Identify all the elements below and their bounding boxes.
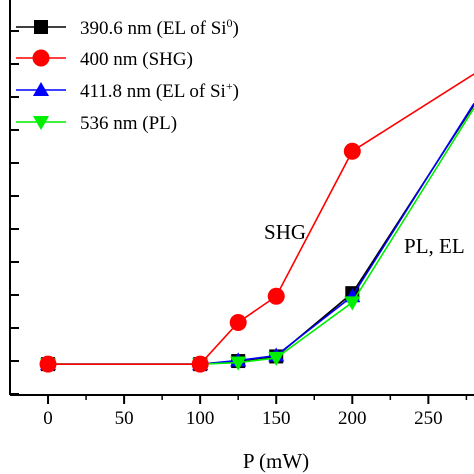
- series-layer: [39, 73, 474, 373]
- series-line: [48, 73, 474, 365]
- x-axis-label: P (mW): [243, 449, 309, 473]
- legend-label: 411.8 nm (EL of Si+): [80, 79, 239, 102]
- legend-label: 400 nm (SHG): [80, 49, 193, 70]
- data-point-square: [34, 20, 48, 34]
- annotation-pl-el: PL, EL: [404, 234, 465, 258]
- legend-item: 400 nm (SHG): [16, 49, 193, 70]
- data-point-circle: [32, 49, 50, 67]
- legend-item: 390.6 nm (EL of Si0): [16, 16, 239, 39]
- legend-label: 390.6 nm (EL of Si0): [80, 16, 239, 39]
- x-tick-label: 0: [43, 408, 53, 429]
- data-point-circle: [343, 142, 361, 160]
- data-point-circle: [191, 355, 209, 373]
- series-circle: [39, 73, 474, 373]
- data-point-triangle-down: [32, 115, 50, 131]
- data-point-triangle-down: [344, 296, 361, 311]
- legend-label: 536 nm (PL): [80, 113, 177, 134]
- data-point-circle: [39, 355, 57, 373]
- x-tick-label: 200: [338, 408, 367, 429]
- x-tick-label: 100: [186, 408, 215, 429]
- data-point-triangle-up: [32, 81, 50, 97]
- annotation-shg: SHG: [264, 220, 306, 244]
- data-point-triangle-down: [230, 356, 247, 371]
- legend: 390.6 nm (EL of Si0) 400 nm (SHG) 411.8 nm…: [16, 16, 239, 134]
- legend-item: 411.8 nm (EL of Si+): [16, 79, 239, 102]
- x-tick-label: 150: [262, 408, 291, 429]
- axes: 0 50 100 150 200 250: [9, 0, 474, 429]
- data-point-circle: [229, 313, 247, 331]
- x-tick-label: 250: [414, 408, 443, 429]
- annotations: SHG PL, EL: [264, 220, 465, 258]
- data-point-triangle-down: [268, 351, 285, 367]
- x-tick-label: 50: [115, 408, 134, 429]
- legend-item: 536 nm (PL): [16, 113, 177, 134]
- data-point-circle: [267, 287, 285, 305]
